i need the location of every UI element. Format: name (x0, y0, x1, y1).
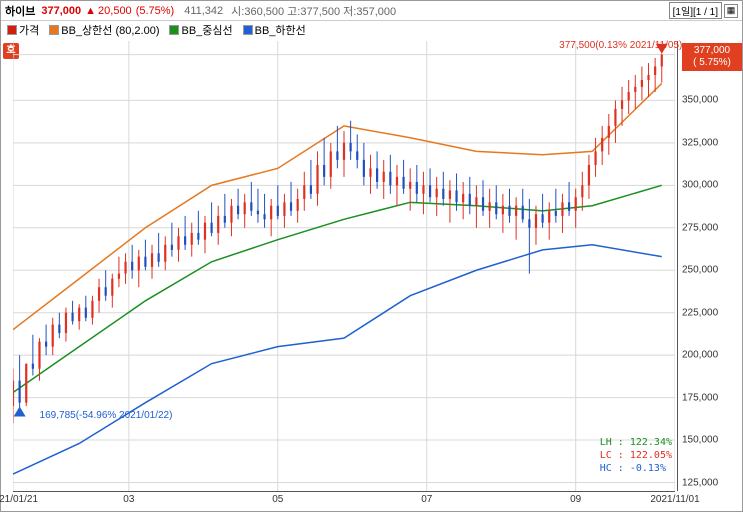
badge-price: 377,000 (682, 45, 742, 57)
volume: 411,342 (184, 5, 223, 17)
y-tick-label: 150,000 (682, 435, 718, 446)
x-tick-label: 07 (421, 494, 432, 505)
x-tick-label: 2021/01/21 (0, 494, 38, 505)
legend-price-label: 가격 (19, 22, 39, 38)
x-tick-label: 09 (570, 494, 581, 505)
badge-pct: ( 5.75%) (682, 57, 742, 69)
chart-container: 하이브 377,000 ▲ 20,500 (5.75%) 411,342 시:3… (0, 0, 743, 512)
legend-bb-mid-swatch (169, 25, 179, 35)
last-price: 377,000 (41, 5, 81, 17)
y-tick-label: 275,000 (682, 222, 718, 233)
legend-bb-lower[interactable]: BB_하한선 (243, 22, 306, 38)
y-tick-label: 350,000 (682, 95, 718, 106)
stat-lc: LC : 122.05% (600, 449, 672, 462)
legend-row: 가격 BB_상한선 (80,2.00) BB_중심선 BB_하한선 (1, 21, 742, 39)
current-price-badge: 377,000 ( 5.75%) (682, 43, 742, 71)
legend-bb-lower-swatch (243, 25, 253, 35)
y-tick-label: 175,000 (682, 392, 718, 403)
chart-settings-icon[interactable]: ▦ (724, 4, 738, 18)
x-axis: 2021/01/21030507092021/11/01 (13, 491, 675, 511)
ticker-name[interactable]: 하이브 (5, 3, 35, 19)
chart-svg (13, 41, 675, 491)
chart-plot-area[interactable] (13, 41, 675, 491)
legend-bb-mid-label: BB_중심선 (181, 22, 232, 38)
y-tick-label: 225,000 (682, 307, 718, 318)
legend-bb-upper-swatch (49, 25, 59, 35)
stat-lh: LH : 122.34% (600, 436, 672, 449)
low-annotation: 169,785(-54.96% 2021/01/22) (40, 410, 173, 421)
stats-box: LH : 122.34% LC : 122.05% HC : -0.13% (600, 436, 672, 475)
legend-price[interactable]: 가격 (7, 22, 39, 38)
price-pct: (5.75%) (136, 5, 175, 17)
ohlc-text: 시:360,500 고:377,500 저:357,000 (231, 3, 396, 19)
y-axis: 125,000 150,000 175,000 200,000 225,000 250,0… (677, 41, 739, 491)
x-tick-label: 2021/11/01 (650, 494, 699, 505)
high-annotation: 377,500(0.13% 2021/11/05) (559, 40, 682, 51)
price-change: 20,500 (98, 5, 132, 17)
x-tick-label: 03 (123, 494, 134, 505)
stat-hc: HC : -0.13% (600, 462, 672, 475)
legend-bb-lower-label: BB_하한선 (255, 22, 306, 38)
legend-bb-upper-label: BB_상한선 (80,2.00) (61, 22, 159, 38)
header-right: [1일][1 / 1] ▦ (669, 2, 738, 19)
legend-price-swatch (7, 25, 17, 35)
legend-bb-upper[interactable]: BB_상한선 (80,2.00) (49, 22, 159, 38)
y-tick-label: 200,000 (682, 350, 718, 361)
y-tick-label: 250,000 (682, 265, 718, 276)
x-tick-label: 05 (272, 494, 283, 505)
up-triangle-icon: ▲ (85, 5, 96, 17)
legend-bb-mid[interactable]: BB_중심선 (169, 22, 232, 38)
timeframe-selector[interactable]: [1일][1 / 1] (669, 2, 722, 19)
header-bar: 하이브 377,000 ▲ 20,500 (5.75%) 411,342 시:3… (1, 1, 742, 21)
y-tick-label: 325,000 (682, 137, 718, 148)
y-tick-label: 125,000 (682, 477, 718, 488)
y-tick-label: 300,000 (682, 180, 718, 191)
